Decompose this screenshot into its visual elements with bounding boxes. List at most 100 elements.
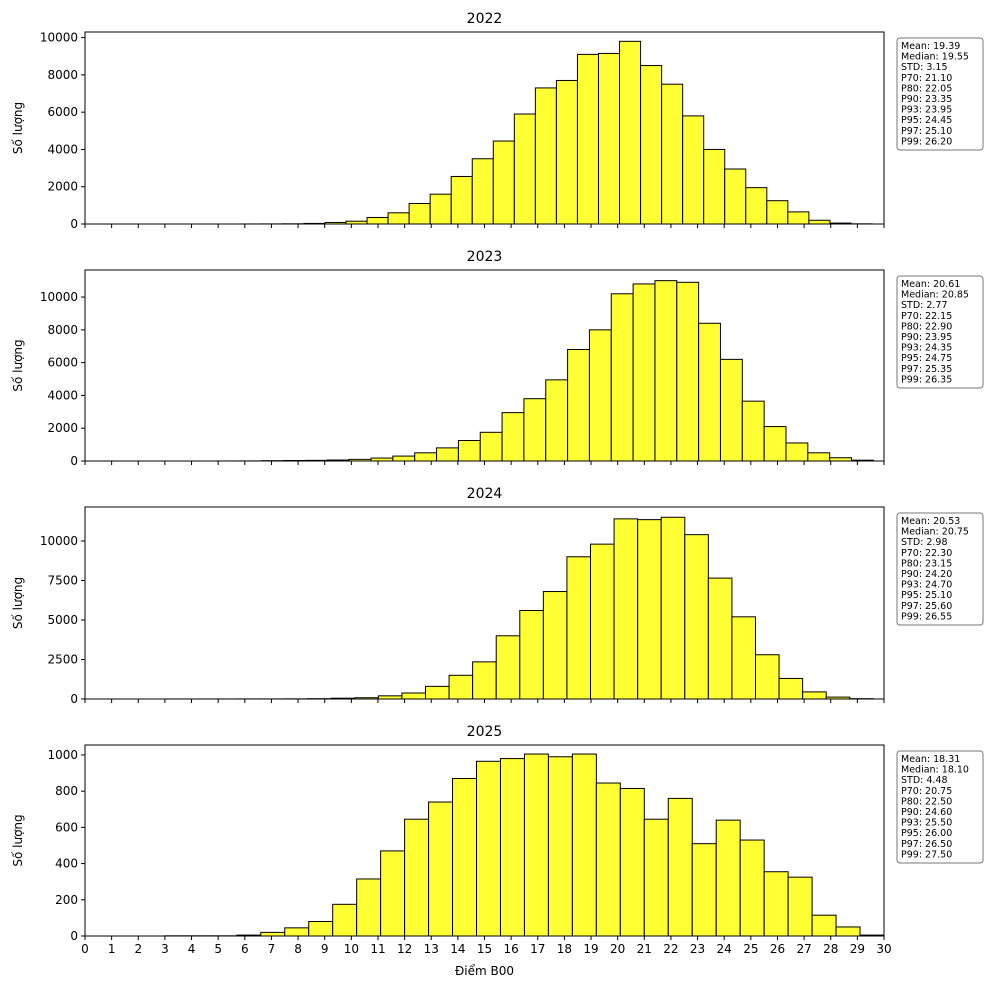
x-tick-label: 8 <box>294 942 302 956</box>
stats-line: P93: 25.50 <box>901 818 952 829</box>
stats-line: Mean: 20.61 <box>901 279 960 290</box>
bar <box>763 426 787 462</box>
bar <box>401 692 427 700</box>
bar <box>787 211 810 225</box>
bar <box>387 212 410 225</box>
bar <box>731 616 756 700</box>
bar <box>724 168 747 225</box>
y-tick-label: 4000 <box>47 388 78 402</box>
x-tick-label: 4 <box>188 942 196 956</box>
y-axis-label: Số lượng <box>11 577 25 629</box>
x-tick-label: 18 <box>557 942 572 956</box>
x-tick-label: 28 <box>823 942 838 956</box>
stats-line: P93: 23.95 <box>901 105 952 116</box>
bar <box>414 452 438 462</box>
y-tick-label: 10000 <box>40 534 78 548</box>
bar <box>366 216 389 225</box>
stats-line: Median: 18.10 <box>901 765 969 776</box>
y-tick-label: 10000 <box>40 290 78 304</box>
bar <box>703 148 726 225</box>
x-tick-label: 9 <box>321 942 329 956</box>
stats-line: P99: 26.35 <box>901 374 952 385</box>
bar <box>576 53 599 225</box>
bar <box>457 440 481 462</box>
bar <box>436 447 459 462</box>
bar <box>555 79 578 225</box>
stats-line: Mean: 18.31 <box>901 754 960 765</box>
stats-line: P70: 22.30 <box>901 548 952 559</box>
x-tick-label: 24 <box>717 942 732 956</box>
bar <box>495 635 521 700</box>
x-tick-label: 3 <box>161 942 169 956</box>
bar <box>429 193 452 225</box>
bar <box>595 782 621 937</box>
x-tick-label: 15 <box>477 942 492 956</box>
bar <box>545 379 569 462</box>
stats-line: P90: 24.20 <box>901 569 952 580</box>
bar <box>425 685 450 700</box>
stats-line: P70: 20.75 <box>901 786 952 797</box>
stats-line: P93: 24.35 <box>901 343 952 354</box>
bar <box>588 329 612 462</box>
bar <box>739 839 765 937</box>
bar <box>802 691 827 700</box>
bar <box>499 758 525 937</box>
stats-line: P90: 24.60 <box>901 807 952 818</box>
x-tick-label: 10 <box>344 942 359 956</box>
stats-line: P97: 25.60 <box>901 601 952 612</box>
stats-line: P99: 26.20 <box>901 136 952 147</box>
stats-line: P97: 25.35 <box>901 364 952 375</box>
panel-title: 2024 <box>467 486 503 502</box>
stats-line: P95: 24.75 <box>901 353 952 364</box>
bar <box>284 927 310 937</box>
stats-box <box>896 37 984 151</box>
x-axis-label: Điểm B00 <box>455 964 514 978</box>
stats-line: P80: 22.50 <box>901 796 952 807</box>
x-tick-label: 7 <box>268 942 276 956</box>
bar <box>472 661 497 700</box>
x-tick-label: 2 <box>134 942 142 956</box>
bar <box>637 519 662 700</box>
x-tick-label: 26 <box>770 942 785 956</box>
bar <box>448 674 474 700</box>
x-tick-label: 29 <box>850 942 865 956</box>
bar <box>542 591 568 700</box>
bar <box>785 442 809 462</box>
bar <box>811 914 837 937</box>
x-tick-label: 1 <box>108 942 116 956</box>
bar <box>492 140 515 225</box>
bar <box>676 281 700 462</box>
y-tick-label: 0 <box>70 454 78 468</box>
bar <box>763 871 789 937</box>
y-tick-label: 5000 <box>47 613 78 627</box>
bar <box>452 777 478 937</box>
x-tick-label: 11 <box>370 942 385 956</box>
bar <box>613 518 639 700</box>
stats-line: STD: 2.98 <box>901 537 948 548</box>
y-tick-label: 1000 <box>47 748 78 762</box>
x-tick-label: 25 <box>743 942 758 956</box>
stats-line: P93: 24.70 <box>901 580 952 591</box>
bar <box>778 677 804 700</box>
bar <box>632 283 656 462</box>
bar <box>332 903 358 937</box>
bar <box>610 293 634 462</box>
bar <box>547 756 573 937</box>
x-tick-label: 14 <box>450 942 465 956</box>
bar <box>519 610 544 700</box>
bar <box>684 534 709 700</box>
bar <box>808 219 831 225</box>
y-axis-label: Số lượng <box>11 102 25 154</box>
bar <box>479 431 503 462</box>
stats-box <box>896 750 984 864</box>
bar <box>428 801 454 937</box>
bar <box>835 926 861 937</box>
y-tick-label: 10000 <box>40 31 78 45</box>
y-tick-label: 0 <box>70 692 78 706</box>
bar <box>643 818 669 937</box>
bar <box>787 876 813 937</box>
stats-line: P97: 26.50 <box>901 839 952 850</box>
x-tick-label: 5 <box>214 942 222 956</box>
bar <box>619 40 642 225</box>
